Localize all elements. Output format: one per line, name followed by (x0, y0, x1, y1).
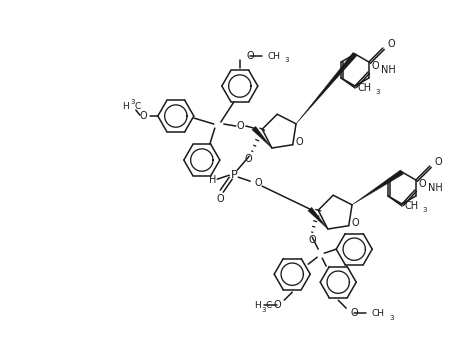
Text: CH: CH (404, 201, 418, 211)
Text: O: O (236, 121, 244, 131)
Text: H: H (209, 175, 216, 185)
Polygon shape (252, 126, 272, 148)
Text: O: O (350, 308, 358, 318)
Text: CH: CH (268, 52, 280, 61)
Text: O: O (273, 300, 281, 310)
Text: 3: 3 (423, 207, 427, 213)
Text: O: O (254, 178, 262, 188)
Polygon shape (308, 207, 328, 229)
Text: P: P (231, 170, 237, 180)
Text: O: O (244, 154, 252, 164)
Text: C: C (135, 101, 141, 110)
Text: H: H (122, 101, 129, 110)
Text: O: O (296, 137, 303, 147)
Text: O: O (434, 157, 442, 167)
Text: C: C (265, 301, 271, 310)
Text: H: H (254, 301, 260, 310)
Text: 3: 3 (284, 57, 289, 63)
Polygon shape (352, 170, 403, 205)
Text: O: O (371, 61, 379, 71)
Text: 3: 3 (261, 307, 266, 313)
Text: O: O (309, 235, 316, 245)
Text: CH: CH (357, 83, 371, 93)
Text: O: O (418, 179, 426, 189)
Text: NH: NH (428, 183, 443, 193)
Text: NH: NH (381, 65, 396, 75)
Text: O: O (216, 194, 224, 204)
Text: 3: 3 (389, 315, 393, 321)
Text: O: O (387, 39, 395, 49)
Text: O: O (139, 111, 146, 121)
Text: O: O (246, 51, 254, 61)
Polygon shape (296, 52, 357, 124)
Text: 3: 3 (130, 99, 135, 105)
Text: 3: 3 (376, 89, 381, 95)
Text: CH: CH (372, 309, 385, 318)
Text: O: O (352, 218, 359, 228)
